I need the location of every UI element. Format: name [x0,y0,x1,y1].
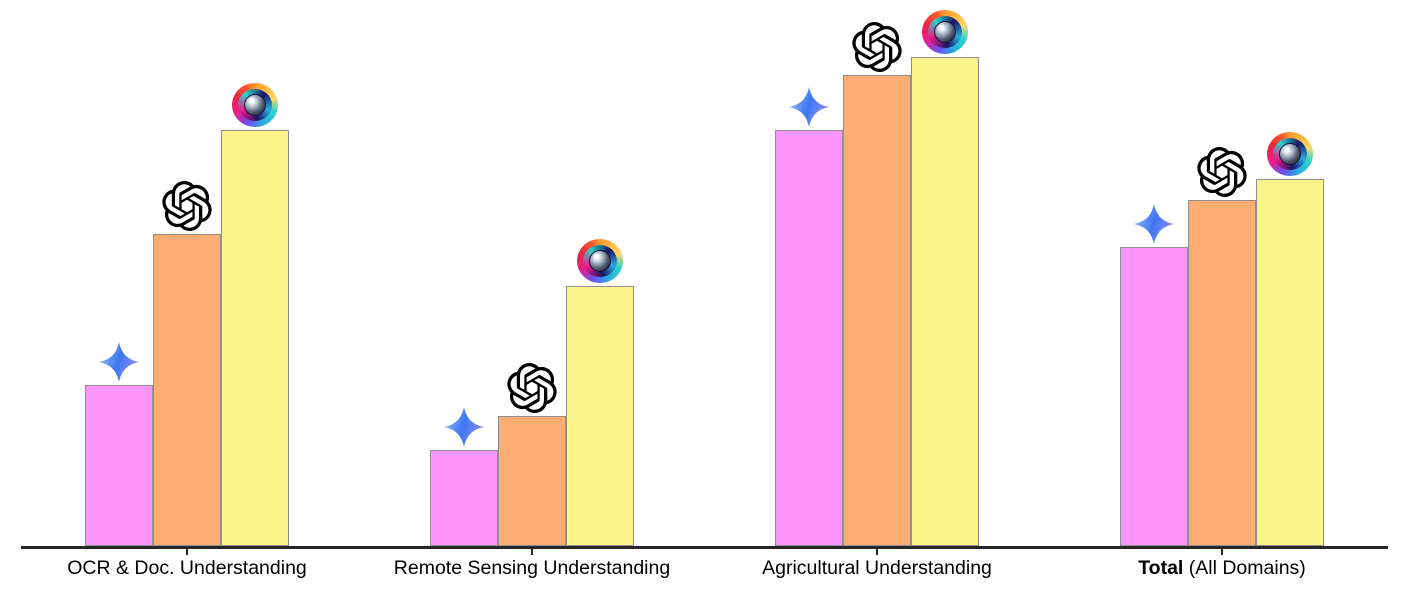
rainbow-eye-highlight [249,98,254,103]
x-axis-label-total-all-domains: Total (All Domains) [1138,557,1306,579]
x-axis-label-ocr-doc-understanding: OCR & Doc. Understanding [67,557,307,579]
bar-column-gemini-remote-sensing-understanding [430,406,498,546]
bar-gemini-total-all-domains [1120,247,1188,546]
x-axis-label-text-part: OCR & Doc. Understanding [67,557,307,579]
bar-column-openai-agricultural-understanding [843,22,911,546]
openai-logo-icon [162,181,212,232]
bar-gemini-ocr-doc-understanding [85,384,153,546]
openai-logo-icon [1197,147,1247,198]
rainbow-eye-icon [232,83,278,127]
bar-column-eye-logo-model-ocr-doc-understanding [221,83,289,546]
bar-chart-plot-area: OCR & Doc. Understanding Remote Sensing … [21,0,1388,579]
x-axis-label-remote-sensing-understanding: Remote Sensing Understanding [393,557,671,579]
gemini-sparkle-icon [1132,203,1176,245]
rainbow-eye-highlight [594,254,599,259]
x-axis-tick-remote-sensing-understanding [531,549,533,555]
bar-group-agricultural-understanding: Agricultural Understanding [762,10,992,579]
rainbow-eye-highlight [939,25,944,31]
x-axis-label-text-part: Remote Sensing Understanding [393,557,671,579]
openai-logo-icon [507,363,557,414]
bar-openai-total-all-domains [1188,200,1256,546]
bar-column-gemini-total-all-domains [1120,203,1188,546]
bar-eye-logo-model-agricultural-understanding [911,57,979,546]
rainbow-eye-icon [577,239,623,283]
bar-group-total-all-domains: Total (All Domains) [1120,132,1324,579]
gemini-sparkle-icon [787,86,831,128]
gemini-sparkle-icon [442,406,486,448]
rainbow-eye-eyeball [244,94,266,116]
bar-column-openai-total-all-domains [1188,147,1256,546]
rainbow-eye-eyeball [589,250,611,272]
bar-column-gemini-agricultural-understanding [775,86,843,546]
bar-column-eye-logo-model-total-all-domains [1256,132,1324,546]
bar-openai-ocr-doc-understanding [153,234,221,546]
rainbow-eye-highlight [1284,147,1289,153]
bar-column-eye-logo-model-remote-sensing-understanding [566,239,634,546]
bar-column-openai-ocr-doc-understanding [153,181,221,546]
bar-gemini-agricultural-understanding [775,130,843,546]
bar-column-eye-logo-model-agricultural-understanding [911,10,979,546]
rainbow-eye-icon [922,10,968,55]
x-axis-label-text-part: (All Domains) [1183,557,1306,579]
gemini-sparkle-icon [97,341,141,383]
openai-logo-icon [852,22,902,73]
x-axis-label-text-part: Agricultural Understanding [762,557,992,579]
bar-eye-logo-model-total-all-domains [1256,179,1324,546]
rainbow-eye-icon [1267,132,1313,177]
x-axis-label-agricultural-understanding: Agricultural Understanding [762,557,992,579]
bar-group-remote-sensing-understanding: Remote Sensing Understanding [394,239,670,579]
x-axis-tick-total-all-domains [1221,549,1223,555]
x-axis-line [21,546,1388,549]
x-axis-tick-ocr-doc-understanding [186,549,188,555]
bar-column-openai-remote-sensing-understanding [498,363,566,546]
bar-openai-remote-sensing-understanding [498,416,566,546]
bar-eye-logo-model-ocr-doc-understanding [221,130,289,546]
bar-column-gemini-ocr-doc-understanding [85,341,153,546]
bar-group-ocr-doc-understanding: OCR & Doc. Understanding [67,83,307,579]
bar-openai-agricultural-understanding [843,75,911,546]
x-axis-tick-agricultural-understanding [876,549,878,555]
x-axis-label-bold-part: Total [1138,557,1184,579]
bar-gemini-remote-sensing-understanding [430,449,498,546]
bar-eye-logo-model-remote-sensing-understanding [566,286,634,546]
